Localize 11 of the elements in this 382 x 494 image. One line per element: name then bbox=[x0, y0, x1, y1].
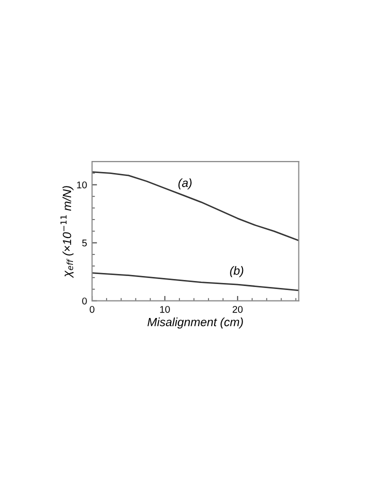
y-tick-label: 0 bbox=[82, 298, 87, 304]
x-tick-label: 10 bbox=[160, 306, 170, 313]
y-tick-label: 5 bbox=[82, 240, 87, 246]
annotation: (b) bbox=[230, 266, 244, 278]
y-axis-title: χ$_{eff}$ (×10$^{−11}$ m/N) bbox=[60, 186, 74, 278]
line-series bbox=[92, 171, 299, 242]
y-tick-label: 10 bbox=[77, 181, 87, 188]
x-tick-label: 0 bbox=[90, 306, 94, 313]
annotation: (a) bbox=[178, 178, 192, 190]
x-tick-label: 20 bbox=[232, 306, 243, 313]
x-axis-title: Misalignment (cm) bbox=[148, 318, 243, 329]
